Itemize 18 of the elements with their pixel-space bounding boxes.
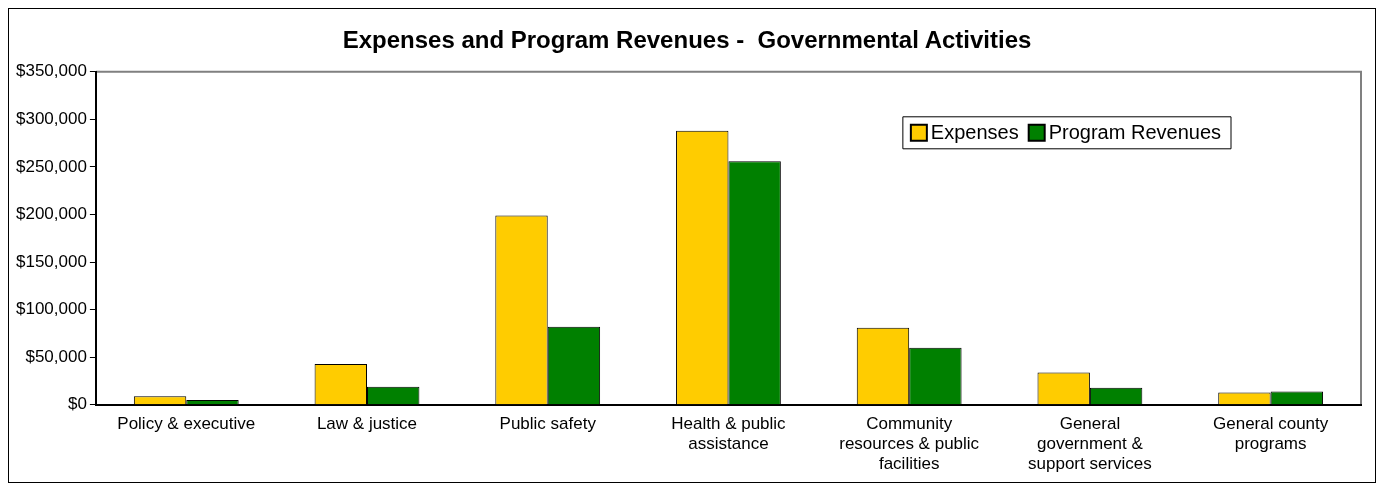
x-tick-label: Policy & executive	[117, 413, 256, 433]
y-tick-label: $350,000	[16, 61, 87, 81]
x-tick-label: Law & justice	[316, 413, 418, 433]
y-tick-label: $150,000	[16, 251, 87, 271]
x-tick-label: Health & public assistance	[671, 413, 787, 454]
x-tick-label: Community resources & public facilities	[839, 413, 980, 474]
x-tick-label: Public safety	[499, 413, 597, 433]
x-tick-label: General government & support services	[1028, 413, 1152, 474]
y-tick-label: $300,000	[16, 109, 87, 129]
x-tick-label: General county programs	[1212, 413, 1329, 454]
legend-label: Program Revenues	[1048, 121, 1222, 144]
y-tick-label: $100,000	[16, 299, 87, 319]
legend-label: Expenses	[930, 121, 1019, 144]
chart-title: Expenses and Program Revenues - Governmental Activities	[342, 26, 1032, 54]
y-tick-label: $0	[67, 394, 87, 414]
y-tick-label: $200,000	[16, 204, 87, 224]
y-tick-label: $50,000	[25, 346, 87, 366]
y-tick-label: $250,000	[16, 156, 87, 176]
